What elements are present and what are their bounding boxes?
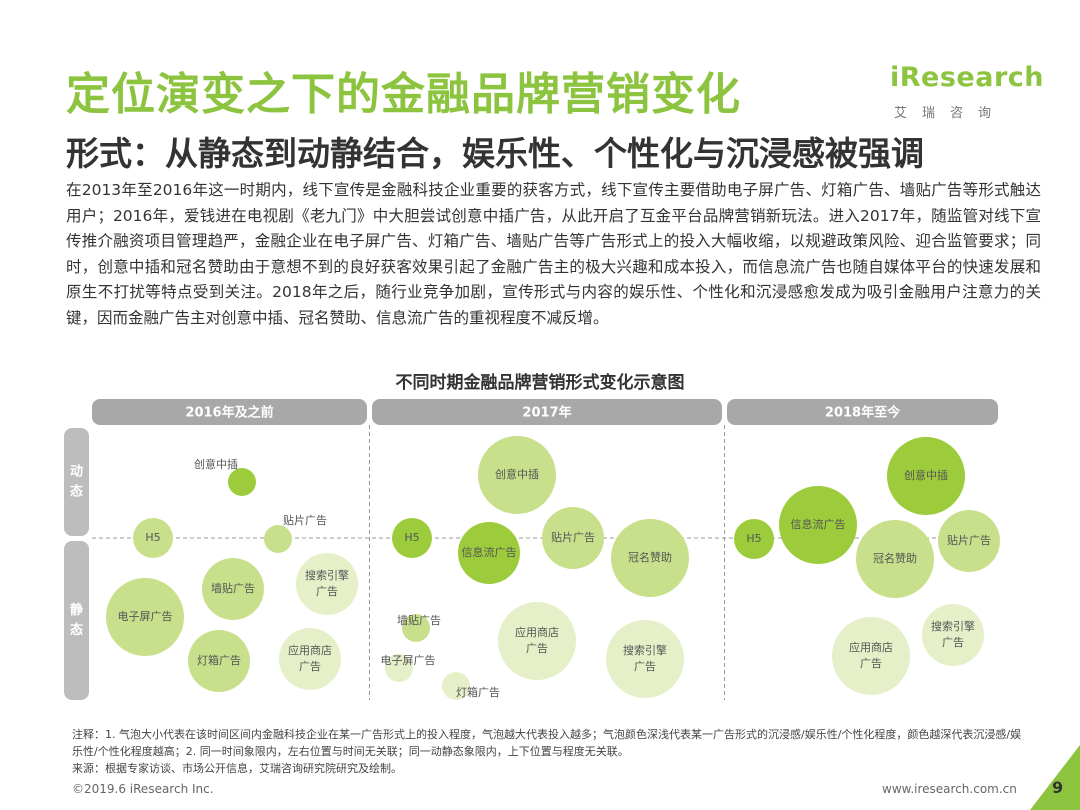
bubble-label-2-2: H5 (404, 531, 419, 544)
bubble-1-2 (133, 518, 173, 558)
bubble-label-2-10-a: 搜索引擎 (623, 643, 667, 657)
bubble-label-3-3: 信息流广告 (791, 517, 846, 531)
row-header-label-2-char-1: 静 (70, 602, 83, 618)
diagram-title: 不同时期金融品牌营销形式变化示意图 (395, 373, 685, 393)
bubble-label-2-1: 创意中插 (495, 467, 539, 481)
bubble-1-5 (296, 553, 358, 615)
page-number: 9 (1052, 778, 1064, 797)
bubble-label-1-8-a: 应用商店 (288, 643, 332, 657)
bubble-2-2 (392, 518, 432, 558)
bubble-label-1-2: H5 (145, 531, 160, 544)
bubble-2-3 (458, 522, 520, 584)
bubble-2-9 (442, 672, 470, 700)
bubble-label-3-7-a: 应用商店 (849, 640, 893, 654)
bubble-label-1-6: 电子屏广告 (118, 610, 173, 623)
column-header-label-1: 2016年及之前 (185, 405, 273, 421)
bubble-label-3-6-a: 搜索引擎 (931, 619, 975, 633)
bubble-2-4 (542, 507, 604, 569)
bubble-label-3-2: H5 (746, 532, 761, 545)
notes-line-1: 注释：1. 气泡大小代表在该时间区间内金融科技企业在某一广告形式上的投入程度，气… (72, 728, 1022, 758)
notes-source: 来源：根据专家访谈、市场公开信息，艾瑞咨询研究院研究及绘制。 (72, 762, 402, 775)
column-header-3 (727, 399, 998, 425)
bubble-label-2-9: 灯箱广告 (456, 685, 500, 699)
column-header-1 (92, 399, 367, 425)
iresearch-logo: iResearch 艾瑞咨询 (890, 62, 1044, 122)
bubble-label-1-8-b: 广告 (299, 660, 321, 673)
bubble-label-2-8: 电子屏广告 (381, 654, 436, 667)
notes: 注释：1. 气泡大小代表在该时间区间内金融科技企业在某一广告形式上的投入程度，气… (72, 726, 1022, 777)
bubble-3-5 (938, 510, 1000, 572)
bubble-label-2-5: 冠名赞助 (628, 550, 672, 564)
bubble-2-6 (402, 614, 430, 642)
bubble-label-1-1: 创意中插 (194, 457, 238, 471)
page-title: 定位演变之下的金融品牌营销变化 (66, 69, 741, 120)
row-header-2 (64, 541, 89, 700)
row-header-label-2-char-2: 态 (70, 622, 83, 638)
page-corner-decoration (1030, 745, 1080, 810)
bubble-3-3 (779, 486, 857, 564)
bubble-3-1 (887, 437, 965, 515)
bubble-label-2-7-b: 广告 (526, 642, 548, 655)
bubble-2-1 (478, 436, 556, 514)
page-subtitle: 形式：从静态到动静结合，娱乐性、个性化与沉浸感被强调 (66, 134, 924, 173)
bubble-3-2 (734, 519, 774, 559)
bubble-1-7 (188, 630, 250, 692)
bubble-label-3-1: 创意中插 (904, 468, 948, 482)
bubble-1-3 (264, 525, 292, 553)
bubble-3-6 (922, 604, 984, 666)
bubble-1-4 (202, 558, 264, 620)
bubble-1-6 (106, 578, 184, 656)
column-header-label-2: 2017年 (522, 405, 571, 421)
body-paragraph: 在2013年至2016年这一时期内，线下宣传是金融科技企业重要的获客方式，线下宣… (66, 181, 1041, 327)
bubble-label-2-6: 墙贴广告 (397, 613, 441, 627)
bubble-label-1-3: 贴片广告 (283, 513, 327, 527)
row-header-label-1-char-1: 动 (70, 465, 83, 480)
bubble-3-7 (832, 617, 910, 695)
footer-copyright: ©2019.6 iResearch Inc. (72, 782, 214, 796)
bubble-2-10 (606, 620, 684, 698)
bubble-3-4 (856, 520, 934, 598)
logo-word: iResearch (890, 62, 1045, 93)
row-header-1 (64, 428, 89, 536)
column-header-2 (372, 399, 722, 425)
bubble-label-2-3: 信息流广告 (462, 545, 517, 559)
bubble-label-3-7-b: 广告 (860, 657, 882, 670)
footer-url[interactable]: www.iresearch.com.cn (882, 782, 1017, 796)
bubble-label-1-4: 墙贴广告 (211, 581, 255, 595)
bubble-2-5 (611, 519, 689, 597)
bubble-label-1-5-b: 广告 (316, 585, 338, 598)
bubble-label-3-6-b: 广告 (942, 636, 964, 649)
column-header-label-3: 2018年至今 (825, 405, 901, 421)
logo-chinese: 艾瑞咨询 (894, 106, 1007, 121)
bubble-label-2-4: 贴片广告 (551, 530, 595, 544)
bubble-label-2-7-a: 应用商店 (515, 625, 559, 639)
bubble-1-8 (279, 628, 341, 690)
bubble-label-3-4: 冠名赞助 (873, 551, 917, 565)
bubble-label-3-5: 贴片广告 (947, 533, 991, 547)
bubble-label-1-5-a: 搜索引擎 (305, 568, 349, 582)
bubble-1-1 (228, 468, 256, 496)
bubble-2-8 (385, 654, 413, 682)
row-header-label-1-char-2: 态 (70, 484, 83, 500)
bubble-label-1-7: 灯箱广告 (197, 653, 241, 667)
bubble-2-7 (498, 602, 576, 680)
bubble-label-2-10-b: 广告 (634, 660, 656, 673)
